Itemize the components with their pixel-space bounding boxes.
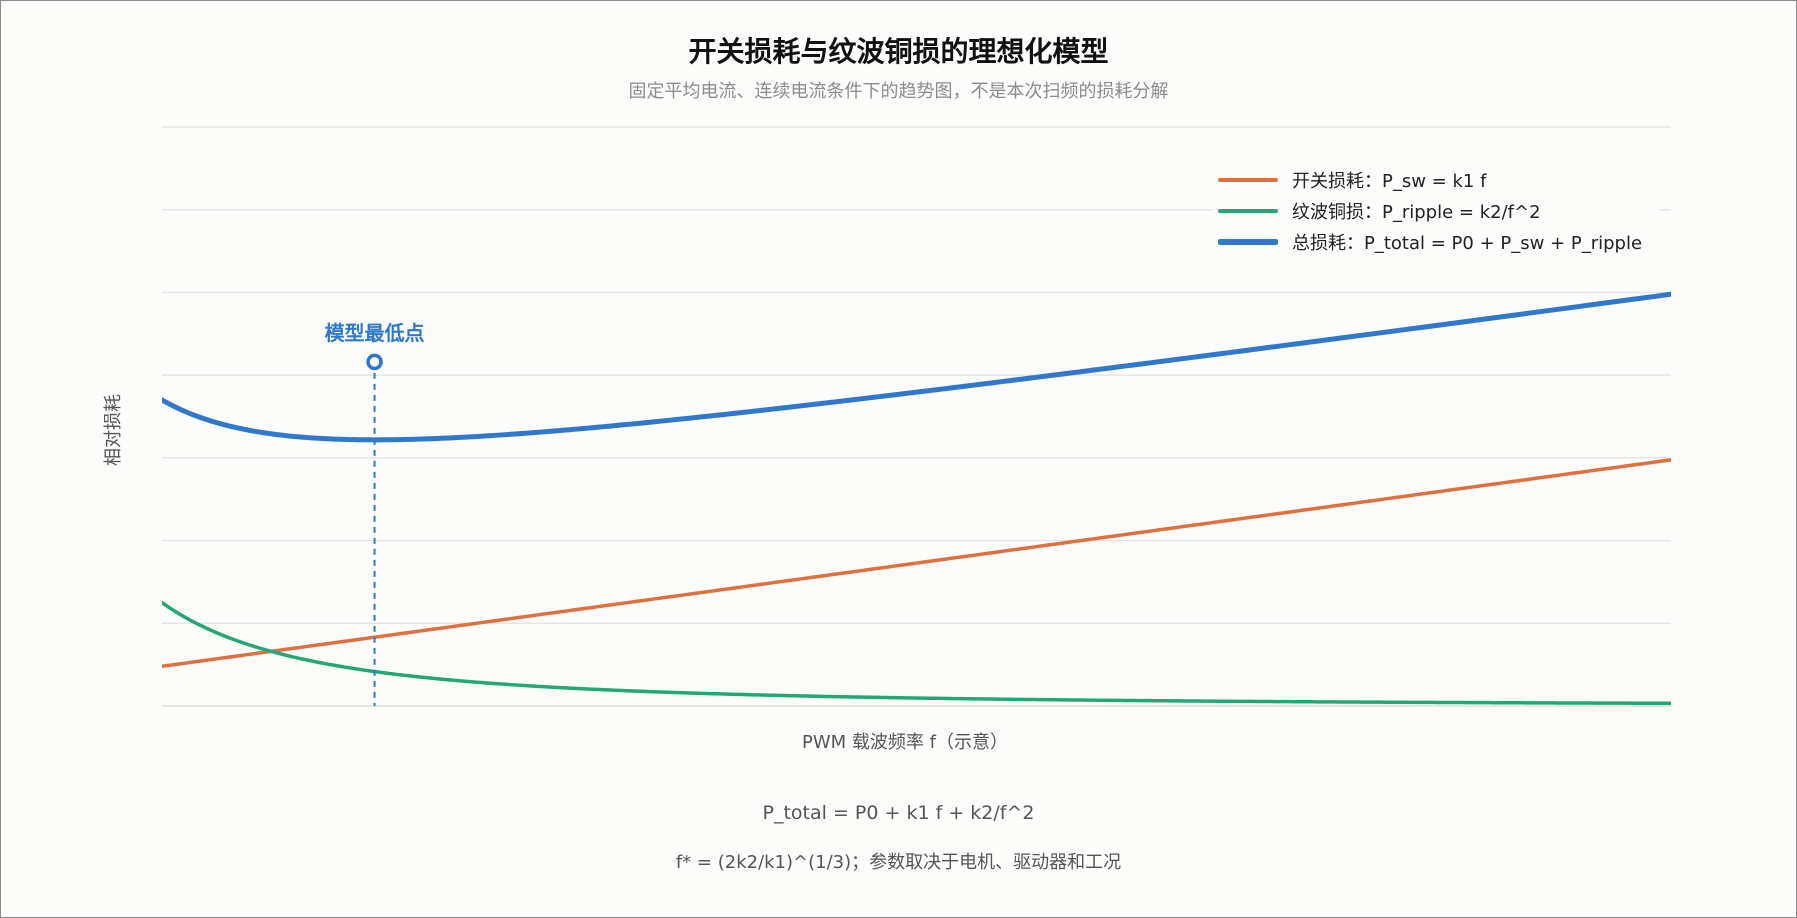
y-axis-label: 相对损耗 — [103, 394, 124, 466]
legend-label-ripple: 纹波铜损：P_ripple = k2/f^2 — [1292, 202, 1541, 223]
ripple-loss-line — [162, 600, 1671, 706]
legend-swatch-switching — [1218, 178, 1278, 182]
legend-item-ripple: 纹波铜损：P_ripple = k2/f^2 — [1218, 199, 1541, 223]
formula-optimum: f* = (2k2/k1)^(1/3)；参数取决于电机、驱动器和工况 — [675, 852, 1122, 873]
chart-title: 开关损耗与纹波铜损的理想化模型 — [688, 35, 1109, 68]
x-axis-label: PWM 载波频率 f（示意） — [802, 732, 1008, 753]
legend: 开关损耗：P_sw = k1 f 纹波铜损：P_ripple = k2/f^2 … — [1212, 166, 1660, 262]
legend-swatch-ripple — [1218, 209, 1278, 213]
switching-loss-line — [162, 458, 1671, 669]
legend-label-switching: 开关损耗：P_sw = k1 f — [1292, 171, 1487, 192]
legend-item-switching: 开关损耗：P_sw = k1 f — [1218, 168, 1486, 192]
legend-label-total: 总损耗：P_total = P0 + P_sw + P_ripple — [1292, 233, 1643, 254]
legend-swatch-total — [1218, 239, 1278, 245]
chart-subtitle: 固定平均电流、连续电流条件下的趋势图，不是本次扫频的损耗分解 — [628, 81, 1169, 102]
formula-total: P_total = P0 + k1 f + k2/f^2 — [762, 802, 1035, 824]
legend-item-total: 总损耗：P_total = P0 + P_sw + P_ripple — [1218, 230, 1642, 254]
minimum-label: 模型最低点 — [325, 321, 425, 345]
total-loss-line — [162, 291, 1671, 443]
minimum-point — [366, 353, 383, 371]
